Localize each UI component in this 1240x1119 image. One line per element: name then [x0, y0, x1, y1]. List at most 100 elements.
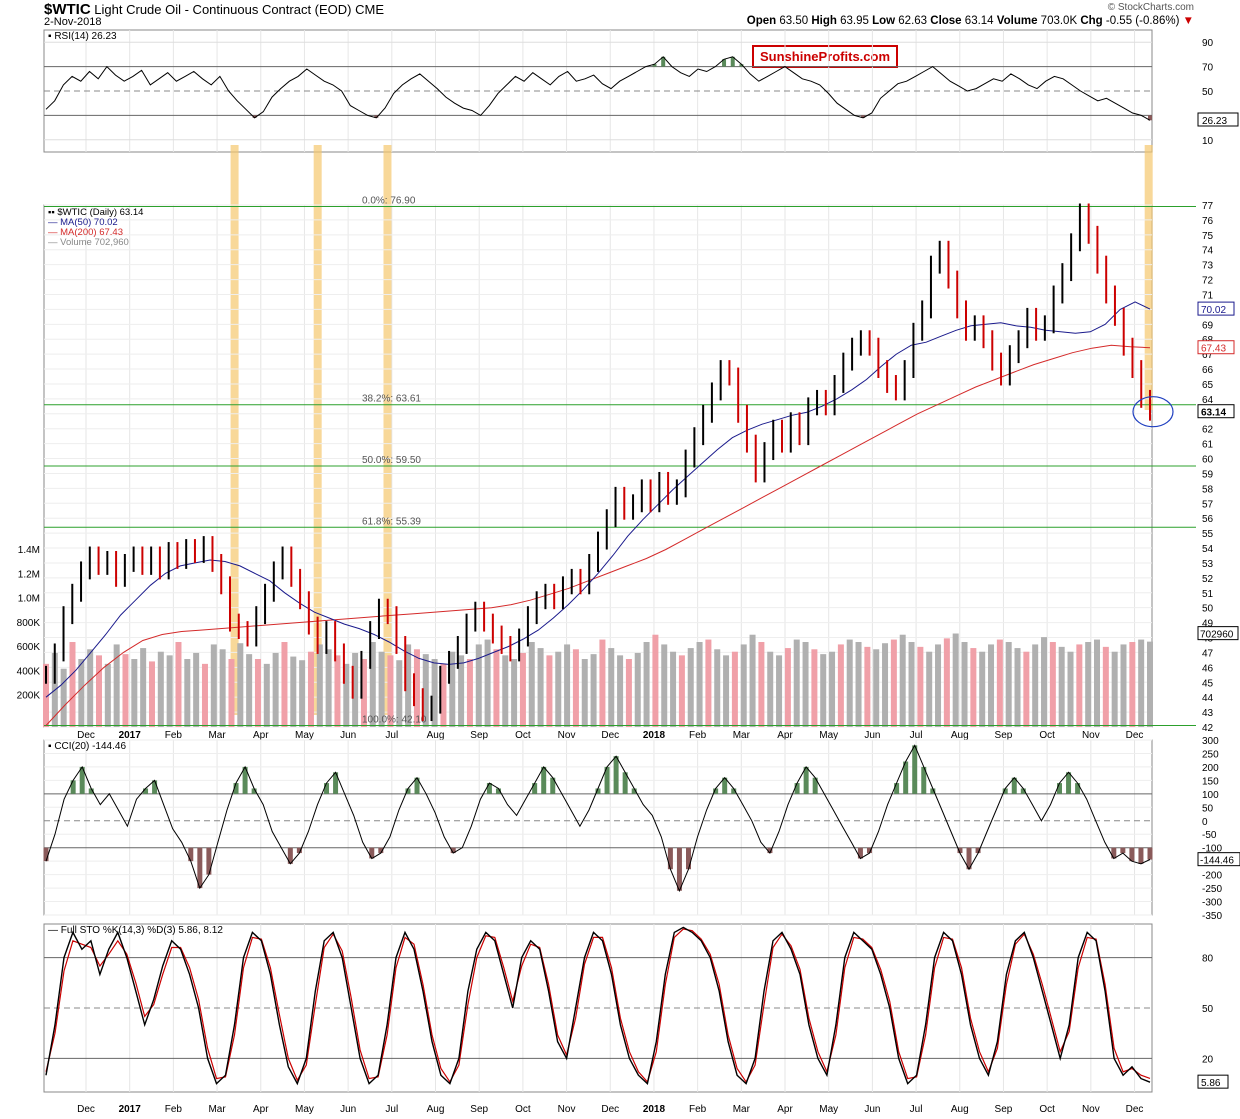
volume-bar — [307, 651, 314, 727]
rsi-tick-label: 90 — [1202, 38, 1214, 49]
rsi-tick-label: 50 — [1202, 87, 1214, 98]
volume-bar — [1005, 642, 1012, 727]
sto-last-label: 5.86 — [1201, 1078, 1221, 1089]
volume-bar — [219, 649, 226, 727]
oversold-highlight-band — [230, 145, 239, 715]
volume-bar — [528, 642, 535, 727]
volume-bar — [1041, 637, 1048, 727]
volume-bar — [343, 663, 350, 727]
cci-tick-label: 150 — [1202, 776, 1219, 787]
price-tick-label: 69 — [1202, 320, 1214, 331]
volume-bar — [511, 659, 518, 727]
sto-d-line — [45, 928, 1151, 1084]
exchange-label: CME — [355, 2, 385, 17]
volume-bar — [1120, 644, 1127, 727]
month-tick-label: Jun — [864, 730, 880, 741]
volume-bar — [1138, 639, 1145, 727]
volume-bar — [714, 649, 721, 727]
volume-bar — [988, 644, 995, 727]
month-tick-label: 2018 — [643, 730, 666, 741]
month-tick-label: Feb — [165, 1104, 183, 1115]
volume-tick-label: 1.0M — [18, 594, 40, 605]
price-legend-item: — Volume 702,960 — [48, 237, 129, 248]
month-tick-label: Dec — [601, 1104, 619, 1115]
volume-last-label: 702960 — [1200, 630, 1234, 641]
month-tick-label: Sep — [995, 1104, 1013, 1115]
cci-tick-label: -250 — [1202, 884, 1222, 895]
price-tick-label: 51 — [1202, 589, 1214, 600]
volume-bar — [537, 648, 544, 727]
volume-bar — [431, 659, 438, 727]
ohlc-summary: Open 63.50 High 63.95 Low 62.63 Close 63… — [747, 15, 1194, 27]
month-tick-label: Aug — [951, 730, 969, 741]
sto-tick-label: 20 — [1202, 1054, 1214, 1065]
price-tick-label: 47 — [1202, 648, 1214, 659]
cci-tick-label: 50 — [1202, 803, 1214, 814]
chart-date: 2-Nov-2018 — [44, 16, 102, 28]
cci-tick-label: -100 — [1202, 844, 1222, 855]
volume-bar — [1076, 644, 1083, 727]
month-tick-label: Jul — [910, 1104, 923, 1115]
volume-bar — [599, 639, 606, 727]
volume-bar — [617, 655, 624, 727]
rsi-legend: ▪ RSI(14) 26.23 — [48, 31, 117, 42]
volume-bar — [175, 642, 182, 727]
month-tick-label: Dec — [1126, 730, 1144, 741]
volume-bar — [581, 659, 588, 727]
month-tick-label: Dec — [601, 730, 619, 741]
stockcharts-credit[interactable]: © StockCharts.com — [1107, 2, 1194, 13]
volume-label: Volume — [996, 15, 1038, 27]
rsi-line — [45, 56, 1151, 121]
price-last-label: 63.14 — [1201, 408, 1226, 419]
price-tick-label: 56 — [1202, 514, 1214, 525]
month-tick-label: Sep — [470, 730, 488, 741]
price-tick-label: 62 — [1202, 425, 1214, 436]
sto-legend: — Full STO %K(14,3) %D(3) 5.86, 8.12 — [48, 925, 223, 936]
month-tick-label: Feb — [165, 730, 183, 741]
month-tick-label: Mar — [733, 730, 751, 741]
volume-bar — [1094, 639, 1101, 727]
month-tick-label: Nov — [558, 1104, 576, 1115]
price-legend-item: — MA(50) 70.02 — [48, 217, 118, 228]
volume-bar — [299, 660, 306, 727]
volume-value: 703.0K — [1040, 15, 1078, 27]
price-tick-label: 49 — [1202, 619, 1214, 630]
month-tick-label: Jun — [340, 730, 356, 741]
month-tick-label: Jun — [340, 1104, 356, 1115]
volume-bar — [864, 646, 871, 727]
rsi-last-box — [1197, 112, 1239, 127]
volume-bar — [661, 644, 668, 727]
volume-bar — [1067, 651, 1074, 727]
price-tick-label: 66 — [1202, 365, 1214, 376]
high-label: High — [811, 15, 837, 27]
month-tick-label: Feb — [689, 730, 707, 741]
cci-tick-label: 300 — [1202, 736, 1219, 747]
volume-bar — [731, 651, 738, 727]
volume-bar — [78, 659, 85, 727]
volume-bar — [369, 642, 376, 727]
close-value: 63.14 — [964, 15, 994, 27]
cci-tick-label: 200 — [1202, 763, 1219, 774]
month-tick-label: Nov — [1082, 1104, 1100, 1115]
volume-bar — [122, 654, 129, 727]
sto-tick-label: 50 — [1202, 1004, 1214, 1015]
volume-bar — [360, 659, 367, 727]
price-tick-label: 76 — [1202, 216, 1214, 227]
volume-bar — [678, 655, 685, 727]
month-tick-label: May — [295, 1104, 314, 1115]
volume-bar — [784, 648, 791, 727]
price-tick-label: 44 — [1202, 693, 1214, 704]
volume-bar — [475, 644, 482, 727]
month-tick-label: 2018 — [643, 1104, 666, 1115]
volume-bar — [449, 651, 456, 727]
month-tick-label: Dec — [77, 730, 95, 741]
month-tick-label: Apr — [253, 1104, 269, 1115]
volume-bar — [69, 642, 76, 727]
month-tick-label: Mar — [208, 1104, 226, 1115]
volume-bar — [254, 659, 261, 727]
volume-bar — [820, 654, 827, 727]
volume-bar — [608, 648, 615, 727]
chart-title: $WTIC Light Crude Oil - Continuous Contr… — [44, 1, 384, 18]
oversold-highlight-band — [383, 145, 392, 715]
month-tick-label: Oct — [515, 730, 531, 741]
